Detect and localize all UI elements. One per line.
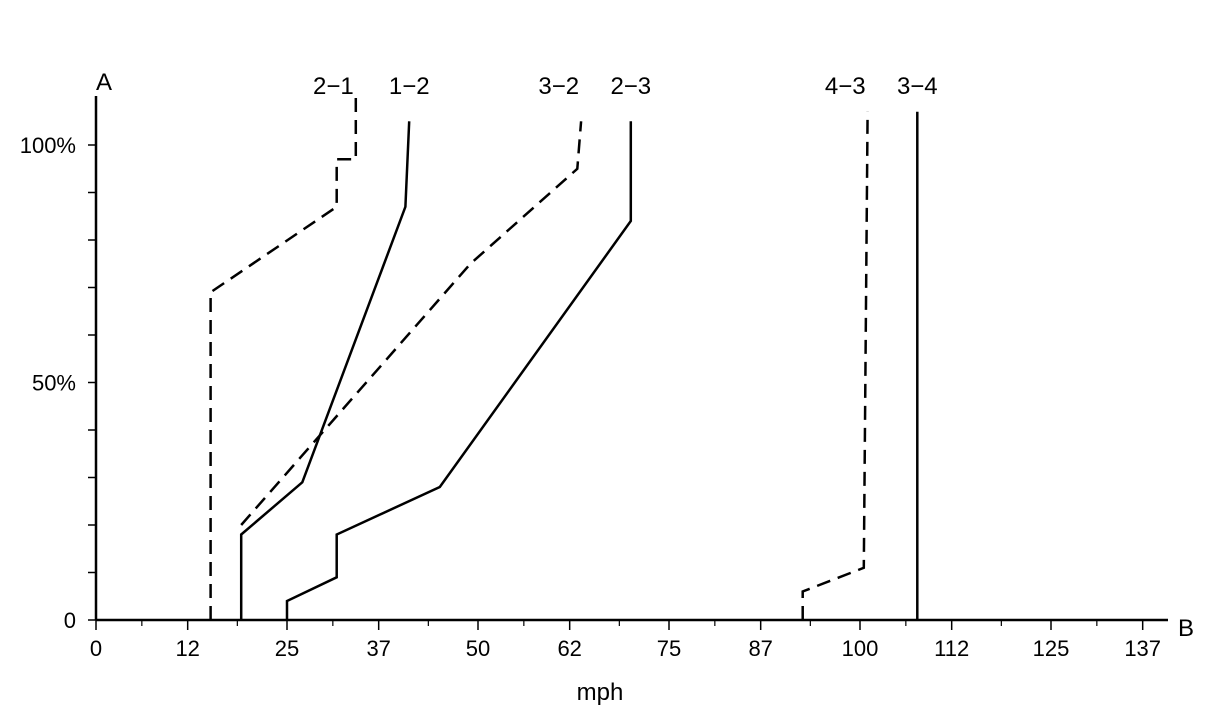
x-tick-label: 100 xyxy=(842,636,879,661)
x-axis-title: mph xyxy=(577,679,624,706)
series-line-3-2 xyxy=(240,121,583,526)
chart-series-lines: 2−1 1−2 3−2 2−3 4−3 3−4 xyxy=(209,73,938,620)
x-tick-label: 112 xyxy=(934,636,969,661)
series-line-4-3 xyxy=(801,111,869,620)
y-tick-label: 0 xyxy=(64,608,76,633)
series-label-3-2: 3−2 xyxy=(538,73,579,100)
x-tick-label: 50 xyxy=(466,636,490,661)
chart-axes xyxy=(94,96,1168,622)
series-label-1-2: 1−2 xyxy=(389,73,430,100)
x-tick-label: 37 xyxy=(366,636,390,661)
series-line-2-1 xyxy=(209,97,358,620)
x-tick-label: 25 xyxy=(275,636,299,661)
x-tick-label: 87 xyxy=(748,636,772,661)
corner-label-a: A xyxy=(96,69,112,96)
chart-text-labels: A B mph xyxy=(96,69,1194,706)
x-tick-label: 125 xyxy=(1033,636,1070,661)
series-label-4-3: 4−3 xyxy=(825,73,866,100)
y-tick-label: 100% xyxy=(20,133,76,158)
x-tick-label: 137 xyxy=(1124,636,1161,661)
chart-ticks: 0 12 25 37 50 62 75 87 100 112 125 137 0 50% 100% xyxy=(20,133,1161,661)
series-line-1-2 xyxy=(239,121,411,620)
series-label-2-1: 2−1 xyxy=(313,73,354,100)
series-label-3-4: 3−4 xyxy=(897,73,938,100)
series-label-2-3: 2−3 xyxy=(610,73,651,100)
x-tick-label: 12 xyxy=(175,636,199,661)
y-tick-label: 50% xyxy=(32,371,76,396)
x-tick-label: 75 xyxy=(657,636,681,661)
series-line-2-3 xyxy=(285,121,633,620)
corner-label-b: B xyxy=(1178,615,1194,642)
x-tick-label: 62 xyxy=(557,636,581,661)
x-tick-label: 0 xyxy=(90,636,102,661)
